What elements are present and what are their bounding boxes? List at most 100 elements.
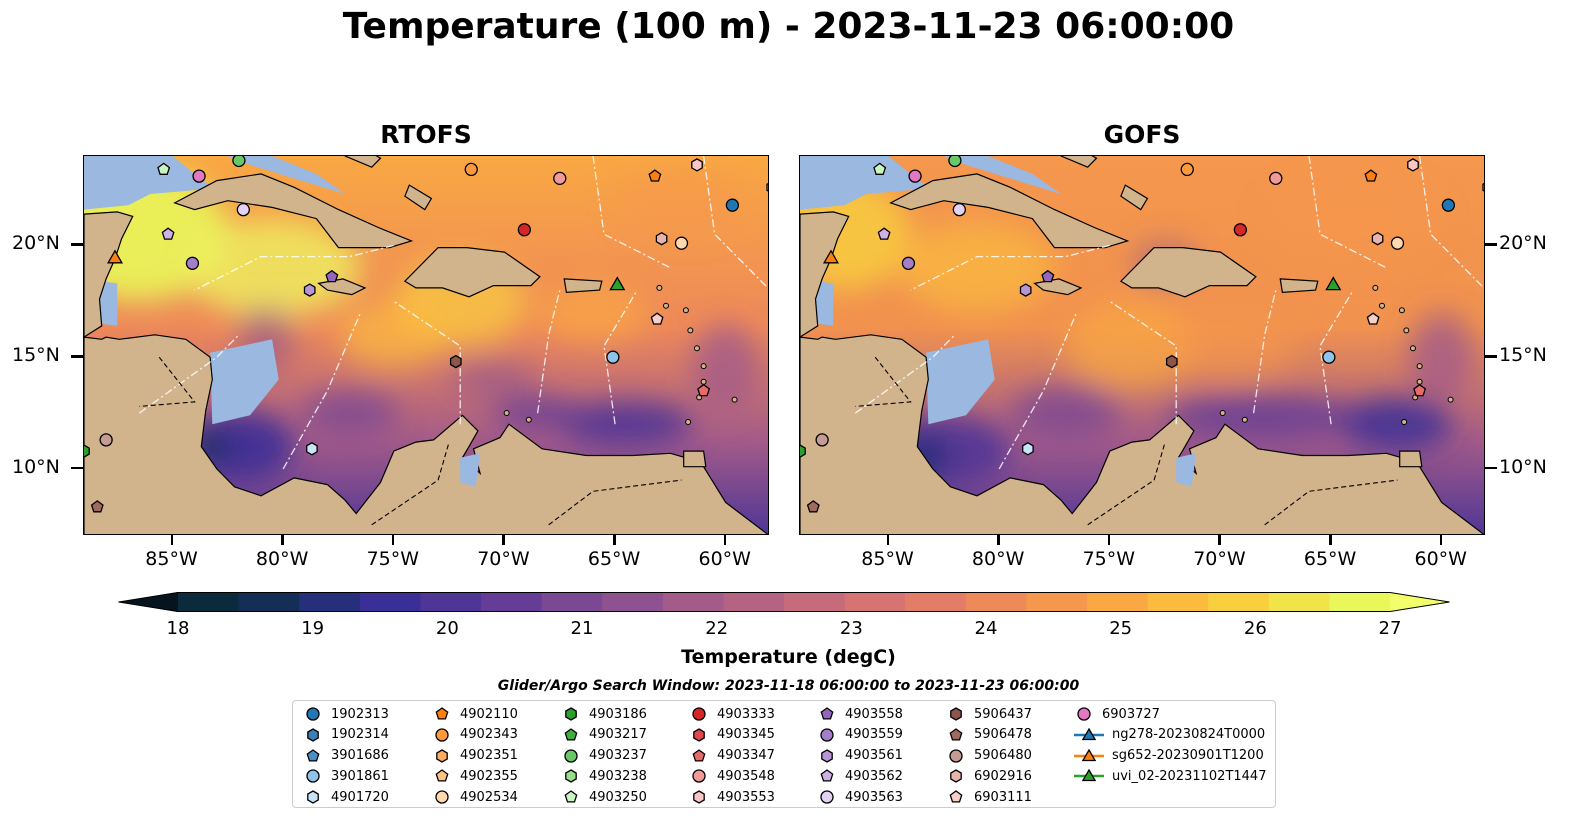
obs-marker-4903563[interactable] [236,202,250,217]
obs-marker-1902313[interactable] [1441,198,1456,212]
obs-marker-sg652-20230901T1200[interactable] [822,249,840,264]
obs-marker-4903250[interactable] [157,162,171,175]
legend-marker-icon [435,790,449,804]
lon-tick-label: 85°W [145,548,198,570]
obs-marker-4903250[interactable] [873,162,887,175]
land-jamaica [1033,278,1083,296]
obs-marker-4903563[interactable] [952,202,966,217]
legend-item-4902110: 4902110 [432,704,518,724]
obs-marker-6903111[interactable] [1366,312,1380,325]
obs-marker-4902534[interactable] [674,236,689,250]
obs-marker-uvi_02-20231102T1447[interactable] [1325,276,1342,291]
obs-marker-4902110[interactable] [1364,169,1378,182]
obs-marker-5906478[interactable] [806,500,820,513]
obs-marker-5906480[interactable] [99,433,113,447]
obs-marker-3901861[interactable] [606,350,620,364]
colorbar-tick-label: 25 [1109,618,1133,639]
legend-item-4903553: 4903553 [689,787,775,807]
obs-marker-6902916[interactable] [655,231,668,246]
legend-label: 5906478 [974,727,1032,743]
obs-marker-4903561[interactable] [303,283,316,297]
legend-label: 4902351 [460,748,518,764]
obs-marker-4903333[interactable] [517,223,532,237]
obs-marker-4903186[interactable] [800,444,806,458]
legend-item-ng278-20230824T0000: ng278-20230824T0000 [1074,725,1265,745]
obs-marker-5906480[interactable] [815,433,829,447]
obs-marker-4903558[interactable] [1041,269,1055,283]
obs-marker-4903186[interactable] [84,444,90,458]
legend-marker-icon [950,769,962,784]
lat-tick-label-left: 10°N [12,455,60,478]
legend-marker-icon [820,707,834,720]
obs-marker-4903237[interactable] [232,156,246,168]
obs-marker-4903347[interactable] [697,383,711,397]
obs-marker-5906437[interactable] [449,354,462,369]
legend-marker-icon [949,748,963,763]
legend-label: 4903237 [589,748,647,764]
legend-label: 4902110 [460,706,518,722]
obs-marker-6902916[interactable] [1371,231,1384,246]
obs-marker-1902313[interactable] [725,198,740,212]
obs-marker-4903238[interactable] [766,181,769,193]
land-cuba [889,173,1130,249]
legend-item-4903237: 4903237 [561,746,647,766]
legend-item-1902313: 1902313 [303,704,389,724]
obs-marker-4903238[interactable] [1482,181,1485,193]
obs-marker-4903561[interactable] [1019,283,1032,297]
legend-label: 4903333 [717,706,775,722]
obs-marker-4903562[interactable] [877,227,891,240]
obs-marker-sg652-20230901T1200[interactable] [106,249,124,264]
obs-marker-5906478[interactable] [90,500,104,513]
obs-marker-4903558[interactable] [325,269,339,283]
legend-item-5906437: 5906437 [946,704,1032,724]
legend-marker-icon [692,769,706,784]
obs-marker-4903333[interactable] [1233,223,1248,237]
legend-label: 1902313 [331,706,389,722]
obs-marker-4903559[interactable] [185,256,200,270]
legend-item-4903561: 4903561 [817,746,903,766]
obs-marker-4901720[interactable] [1022,442,1034,456]
legend-title: Glider/Argo Search Window: 2023-11-18 06… [497,678,1080,694]
legend-item-4901720: 4901720 [303,787,389,807]
lon-tick-label: 85°W [861,548,914,570]
land-trinidad [1399,450,1423,468]
land-hispaniola [1119,246,1257,298]
legend-marker-icon [564,727,578,741]
obs-marker-5906437[interactable] [1165,354,1178,369]
obs-marker-4902534[interactable] [1390,236,1405,250]
legend-marker-icon [1074,769,1104,782]
obs-marker-4903548[interactable] [1269,171,1283,186]
figure-title: Temperature (100 m) - 2023-11-23 06:00:0… [342,6,1235,47]
obs-marker-4902110[interactable] [648,169,662,182]
obs-marker-4901720[interactable] [306,442,318,456]
obs-marker-uvi_02-20231102T1447[interactable] [609,276,626,291]
obs-marker-4902343[interactable] [464,162,478,177]
obs-marker-3901861[interactable] [1322,350,1336,364]
lat-tick-label-right: 15°N [1499,344,1547,367]
legend-marker-icon [565,707,577,721]
legend-label: 4903562 [845,768,903,784]
legend-item-3901686: 3901686 [303,746,389,766]
legend-marker-icon [949,727,963,741]
obs-marker-4903553[interactable] [691,158,703,172]
legend-label: 4903238 [589,768,647,784]
obs-marker-4903559[interactable] [901,256,916,270]
obs-marker-4902343[interactable] [1180,162,1194,177]
map-panel-gofs[interactable] [799,155,1485,535]
map-panel-rtofs[interactable] [83,155,769,535]
obs-marker-6903727[interactable] [908,169,922,183]
obs-marker-4903553[interactable] [1407,158,1419,172]
legend-label: 3901686 [331,748,389,764]
obs-marker-6903727[interactable] [192,169,206,183]
land-cuba [173,173,414,249]
legend-marker-icon [306,707,320,721]
obs-marker-4903237[interactable] [948,156,962,168]
legend-label: 3901861 [331,768,389,784]
legend-item-4903217: 4903217 [561,725,647,745]
obs-marker-6903111[interactable] [650,312,664,325]
obs-marker-4903548[interactable] [553,171,567,186]
legend-marker-icon [1074,727,1104,740]
legend-item-4902351: 4902351 [432,746,518,766]
obs-marker-4903562[interactable] [161,227,175,240]
obs-marker-4903347[interactable] [1413,383,1427,397]
